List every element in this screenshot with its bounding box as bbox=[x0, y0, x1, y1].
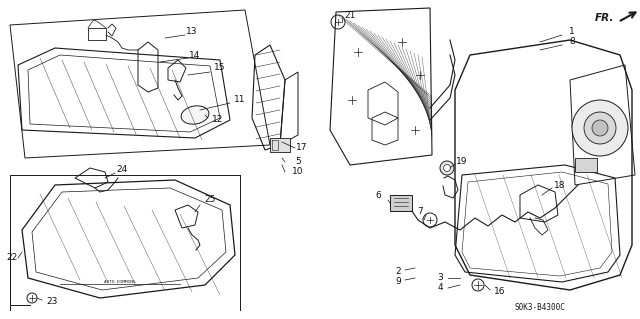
Bar bbox=[575, 158, 597, 172]
Text: 2: 2 bbox=[395, 268, 401, 277]
Circle shape bbox=[27, 293, 37, 303]
Text: 16: 16 bbox=[494, 287, 506, 296]
Bar bbox=[390, 195, 412, 211]
Text: 14: 14 bbox=[189, 50, 201, 60]
Text: 8: 8 bbox=[569, 38, 575, 47]
Text: 5: 5 bbox=[295, 158, 301, 167]
Circle shape bbox=[444, 165, 451, 172]
Circle shape bbox=[440, 161, 454, 175]
Text: AUTO DIMMING: AUTO DIMMING bbox=[104, 280, 136, 284]
Text: S0K3-B4300C: S0K3-B4300C bbox=[515, 303, 565, 313]
Text: 7: 7 bbox=[417, 207, 423, 217]
Text: 12: 12 bbox=[212, 115, 224, 124]
Ellipse shape bbox=[181, 106, 209, 124]
Text: 3: 3 bbox=[437, 273, 443, 283]
Text: 23: 23 bbox=[46, 298, 58, 307]
Circle shape bbox=[423, 213, 437, 227]
Text: 19: 19 bbox=[456, 158, 468, 167]
Text: 9: 9 bbox=[395, 278, 401, 286]
Bar bbox=[270, 138, 290, 152]
Circle shape bbox=[584, 112, 616, 144]
Text: 10: 10 bbox=[292, 167, 304, 176]
Text: 22: 22 bbox=[6, 254, 18, 263]
Circle shape bbox=[472, 279, 484, 291]
Text: 24: 24 bbox=[116, 166, 127, 174]
Text: 6: 6 bbox=[375, 190, 381, 199]
Text: 25: 25 bbox=[204, 196, 216, 204]
Bar bbox=[88, 28, 106, 40]
Text: 21: 21 bbox=[344, 11, 356, 19]
Text: FR.: FR. bbox=[595, 13, 614, 23]
Text: 13: 13 bbox=[186, 27, 198, 36]
Text: 15: 15 bbox=[214, 63, 226, 72]
Text: 17: 17 bbox=[296, 144, 308, 152]
Text: 4: 4 bbox=[437, 284, 443, 293]
Text: 18: 18 bbox=[554, 181, 566, 189]
Text: 1: 1 bbox=[569, 27, 575, 36]
Circle shape bbox=[331, 15, 345, 29]
Text: 11: 11 bbox=[234, 95, 246, 105]
Circle shape bbox=[592, 120, 608, 136]
Circle shape bbox=[572, 100, 628, 156]
